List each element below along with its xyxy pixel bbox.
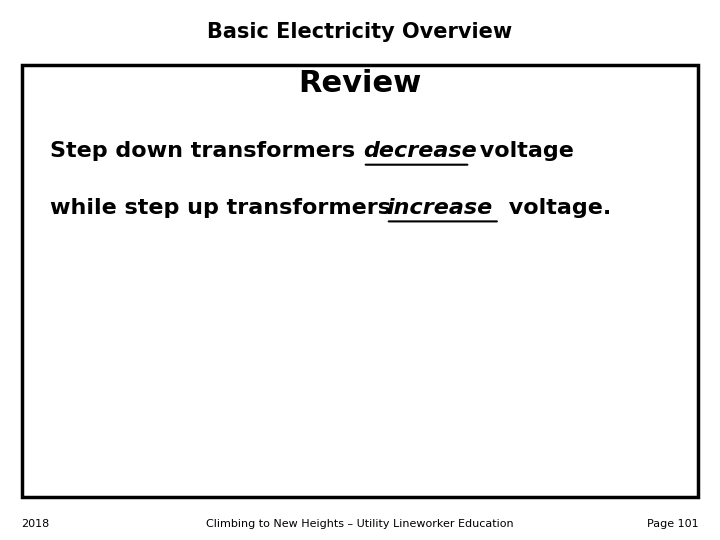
Text: increase: increase [387, 198, 493, 218]
Text: Climbing to New Heights – Utility Lineworker Education: Climbing to New Heights – Utility Linewo… [206, 519, 514, 529]
FancyBboxPatch shape [22, 65, 698, 497]
Text: decrease: decrease [364, 141, 477, 161]
Text: voltage.: voltage. [501, 198, 611, 218]
Text: Basic Electricity Overview: Basic Electricity Overview [207, 22, 513, 43]
Text: voltage: voltage [472, 141, 573, 161]
Text: Page 101: Page 101 [647, 519, 698, 529]
Text: Step down transformers: Step down transformers [50, 141, 364, 161]
Text: while step up transformers: while step up transformers [50, 198, 399, 218]
Text: Review: Review [298, 69, 422, 98]
Text: 2018: 2018 [22, 519, 50, 529]
